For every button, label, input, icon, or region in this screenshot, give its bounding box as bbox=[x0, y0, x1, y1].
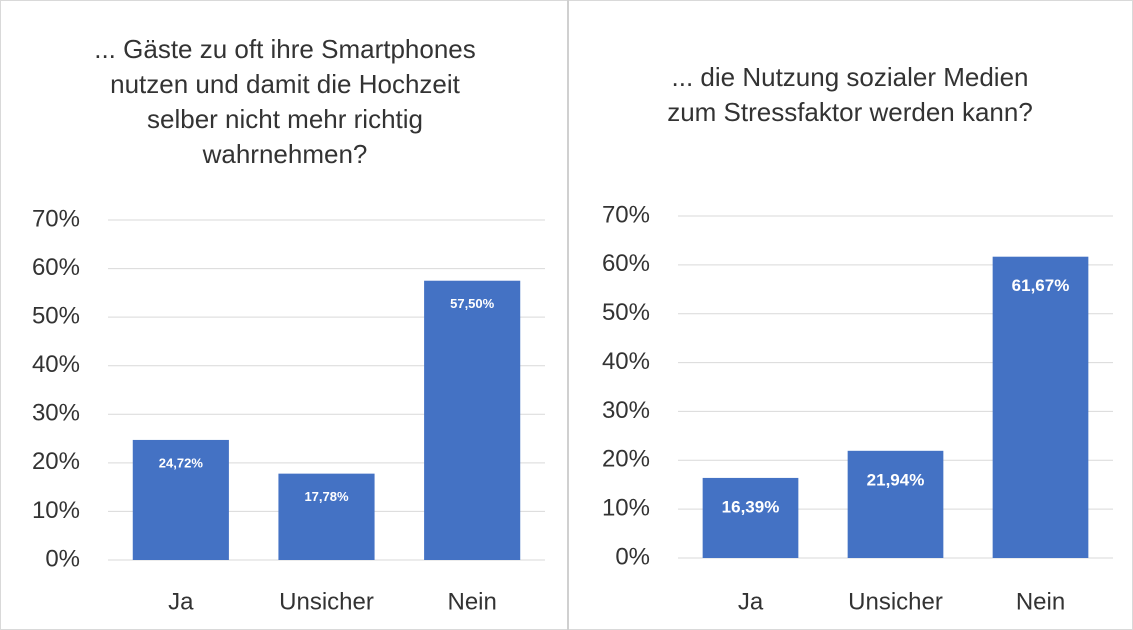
chart-title: ... die Nutzung sozialer Medien zum Stre… bbox=[667, 62, 1033, 127]
value-label: 24,72% bbox=[159, 455, 204, 470]
x-tick-label: Unsicher bbox=[848, 588, 943, 615]
bar bbox=[278, 473, 375, 560]
value-label: 17,78% bbox=[304, 489, 349, 504]
bar bbox=[132, 439, 229, 560]
chart-title: ... Gäste zu oft ihre Smartphones nutzen… bbox=[94, 34, 476, 169]
y-tick-label: 50% bbox=[602, 299, 650, 326]
y-tick-label: 50% bbox=[32, 302, 80, 329]
x-tick-label: Unsicher bbox=[279, 588, 374, 615]
value-label: 61,67% bbox=[1012, 276, 1070, 295]
y-tick-label: 40% bbox=[602, 348, 650, 375]
y-tick-label: 30% bbox=[602, 397, 650, 424]
y-tick-label: 30% bbox=[32, 400, 80, 427]
bar bbox=[424, 280, 521, 560]
y-tick-label: 20% bbox=[32, 448, 80, 475]
y-tick-label: 0% bbox=[615, 543, 650, 570]
value-label: 57,50% bbox=[450, 296, 495, 311]
y-tick-label: 20% bbox=[602, 446, 650, 473]
x-tick-label: Ja bbox=[168, 588, 194, 615]
y-tick-label: 70% bbox=[32, 205, 80, 232]
y-tick-label: 70% bbox=[602, 201, 650, 228]
bar bbox=[992, 256, 1089, 558]
y-tick-label: 10% bbox=[32, 497, 80, 524]
x-tick-label: Nein bbox=[447, 588, 496, 615]
value-label: 16,39% bbox=[722, 497, 780, 516]
y-tick-label: 40% bbox=[32, 351, 80, 378]
y-tick-label: 0% bbox=[45, 545, 80, 572]
bar bbox=[702, 477, 799, 558]
value-label: 21,94% bbox=[867, 470, 925, 489]
x-tick-label: Nein bbox=[1016, 588, 1065, 615]
x-tick-label: Ja bbox=[738, 588, 764, 615]
y-tick-label: 60% bbox=[32, 254, 80, 281]
y-tick-label: 10% bbox=[602, 494, 650, 521]
y-tick-label: 60% bbox=[602, 250, 650, 277]
bar bbox=[847, 450, 944, 558]
